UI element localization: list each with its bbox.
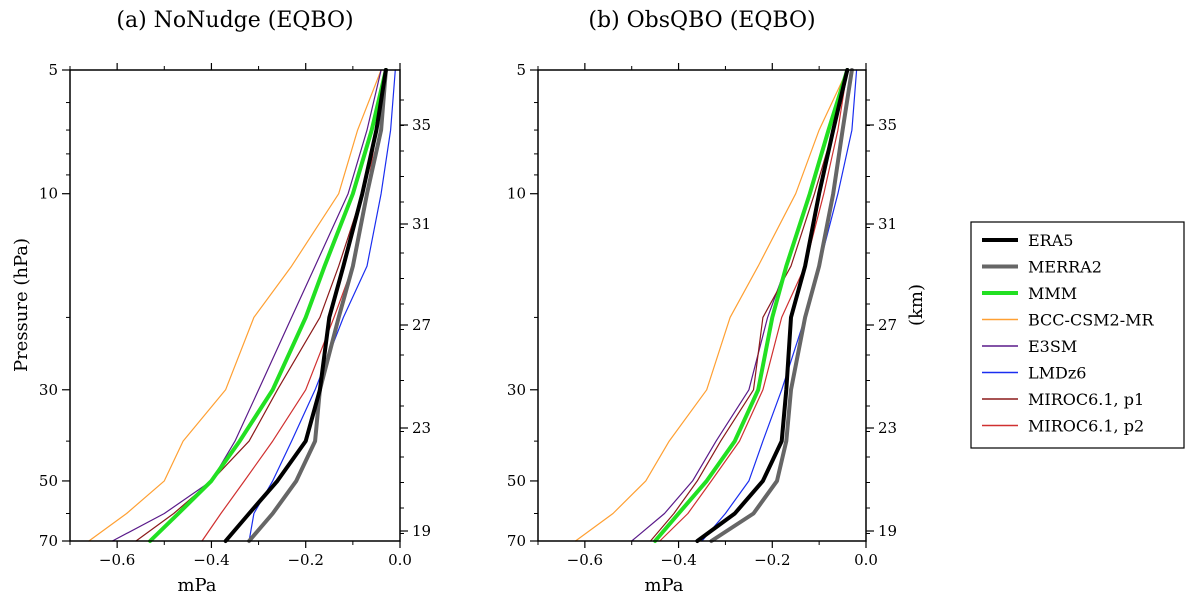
legend-label: BCC-CSM2-MR <box>1028 311 1155 330</box>
legend: ERA5 MERRA2 MMM BCC-CSM2-MR E3SM LMDz6 MIROC6.… <box>970 221 1185 449</box>
y-tick-label: 30 <box>39 381 58 399</box>
y2-tick-label: 31 <box>878 215 897 233</box>
x-axis-label: mPa <box>177 575 216 596</box>
y2-tick-label: 19 <box>878 522 897 540</box>
y2-tick-label: 35 <box>878 116 897 134</box>
y-tick-label: 50 <box>507 472 526 490</box>
y-tick-label: 70 <box>507 532 526 550</box>
y-tick-label: 5 <box>516 61 526 79</box>
series-line-merra2 <box>247 68 388 543</box>
series-line-mmm <box>148 68 388 543</box>
y2-tick-label: 23 <box>878 419 897 437</box>
series-line-mmm <box>653 68 850 543</box>
x-tick-label: −0.2 <box>754 551 790 569</box>
x-tick-label: −0.2 <box>287 551 323 569</box>
chart-title: (a) NoNudge (EQBO) <box>116 8 353 33</box>
plot-frame <box>537 69 867 542</box>
series-line-merra2 <box>709 68 854 543</box>
panel-b: −0.6 −0.4 −0.2 0.0 5 10 30 50 70 35 31 27 23 19 (b) Ob… <box>507 8 927 596</box>
y-tick-label: 70 <box>39 532 58 550</box>
series-line-miroc6-1-p2 <box>201 69 387 542</box>
x-tick-label: 0.0 <box>854 551 878 569</box>
y-tick-label: 10 <box>507 185 526 203</box>
series-line-miroc6-1-p2 <box>659 69 848 542</box>
plot-frame <box>69 69 401 542</box>
y2-tick-label: 27 <box>878 316 897 334</box>
x-tick-label: −0.4 <box>193 551 229 569</box>
y-axis-label: Pressure (hPa) <box>11 238 32 372</box>
x-tick-label: −0.6 <box>567 551 603 569</box>
panel-a: −0.6 −0.4 −0.2 0.0 5 10 30 50 70 35 31 27 23 19 (a) No… <box>11 8 431 596</box>
legend-label: MMM <box>1028 284 1077 303</box>
x-tick-label: −0.4 <box>660 551 696 569</box>
chart-title: (b) ObsQBO (EQBO) <box>588 8 815 33</box>
series-line-era5 <box>695 68 850 543</box>
y2-tick-label: 31 <box>412 215 431 233</box>
x-tick-label: −0.6 <box>99 551 135 569</box>
legend-label: MIROC6.1, p1 <box>1028 390 1144 409</box>
y2-tick-label: 23 <box>412 419 431 437</box>
series-line-miroc6-1-p1 <box>649 69 848 542</box>
y-tick-label: 50 <box>39 472 58 490</box>
x-tick-label: 0.0 <box>388 551 412 569</box>
series-line-lmdz6 <box>701 69 858 542</box>
y2-tick-label: 19 <box>412 522 431 540</box>
x-axis-label: mPa <box>644 575 683 596</box>
series-line-era5 <box>223 68 388 543</box>
series-line-bcc-csm2-mr <box>574 69 848 542</box>
legend-box <box>970 221 1185 449</box>
y2-tick-label: 27 <box>412 316 431 334</box>
legend-label: LMDz6 <box>1028 364 1086 383</box>
series-line-e3sm <box>111 69 382 542</box>
y-tick-label: 5 <box>48 61 58 79</box>
y-tick-label: 30 <box>507 381 526 399</box>
legend-label: E3SM <box>1028 337 1077 356</box>
y2-tick-label: 35 <box>412 116 431 134</box>
series-line-bcc-csm2-mr <box>88 69 382 542</box>
y2-axis-label: (km) <box>906 284 927 326</box>
legend-label: MIROC6.1, p2 <box>1028 417 1144 436</box>
legend-label: ERA5 <box>1028 231 1073 250</box>
legend-label: MERRA2 <box>1028 258 1102 277</box>
y-tick-label: 10 <box>39 185 58 203</box>
